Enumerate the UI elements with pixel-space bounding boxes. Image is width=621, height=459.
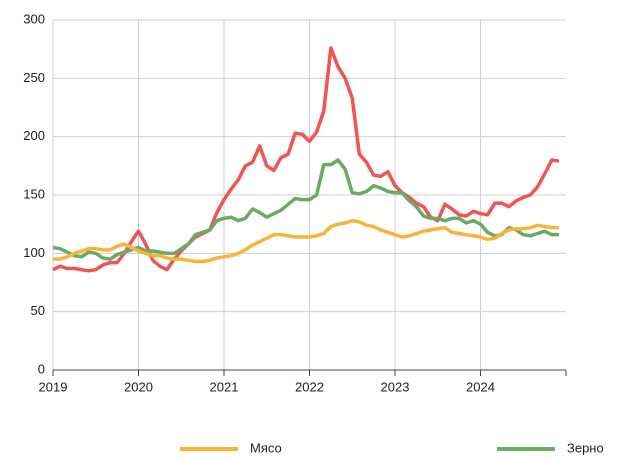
x-tick-label: 2023 — [381, 379, 410, 394]
y-tick-label: 100 — [23, 245, 45, 260]
x-tick-label: 2024 — [466, 379, 495, 394]
y-tick-label: 300 — [23, 11, 45, 26]
x-tick-label: 2022 — [295, 379, 324, 394]
y-tick-label: 150 — [23, 186, 45, 201]
line-series — [52, 46, 560, 273]
line-series — [52, 158, 559, 261]
y-tick-label: 50 — [31, 303, 45, 318]
legend-label: Мясо — [250, 440, 282, 455]
x-tick-label: 2019 — [39, 379, 68, 394]
y-tick-label: 200 — [23, 128, 45, 143]
legend-label: Зерно — [567, 440, 604, 455]
y-tick-label: 0 — [38, 361, 45, 376]
x-tick-label: 2020 — [124, 379, 153, 394]
x-tick-label: 2021 — [210, 379, 239, 394]
y-tick-label: 250 — [23, 70, 45, 85]
line-series — [53, 218, 559, 264]
